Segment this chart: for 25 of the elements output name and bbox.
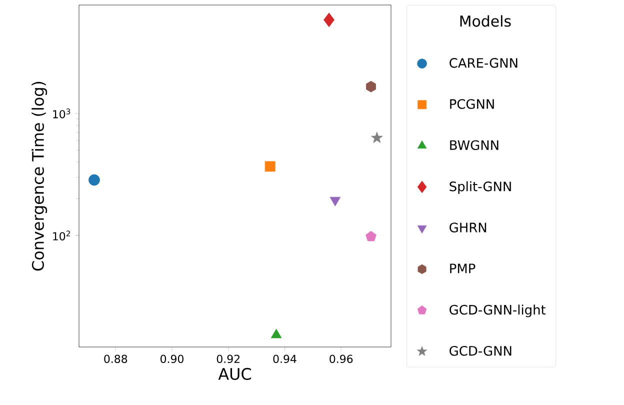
y-tick-label: 10$^{3}$ xyxy=(53,108,70,118)
point xyxy=(264,161,276,172)
legend-label: GCD-GNN xyxy=(450,346,512,356)
legend-label: BWGNN xyxy=(450,140,498,150)
legend-label: GHRN xyxy=(450,222,486,232)
legend-label: PMP xyxy=(450,264,476,274)
point xyxy=(324,12,334,28)
legend-label: CARE-GNN xyxy=(450,58,518,68)
point xyxy=(371,132,383,143)
legend-label: GCD-GNN-light xyxy=(450,304,546,318)
x-axis-title: AUC xyxy=(218,368,251,380)
point xyxy=(88,174,100,186)
legend-title: Models xyxy=(460,15,511,27)
x-tick-label: 0.94 xyxy=(273,354,296,364)
y-tick-label: 10$^{2}$ xyxy=(53,230,70,240)
y-axis-title: Convergence Time (log) xyxy=(32,82,48,271)
legend-label: Split-GNN xyxy=(450,181,511,194)
legend-label: PCGNN xyxy=(450,99,494,109)
point xyxy=(366,230,376,242)
x-tick-label: 0.90 xyxy=(160,354,184,364)
point xyxy=(366,80,376,92)
x-tick-label: 0.92 xyxy=(216,354,240,364)
x-tick-label: 0.88 xyxy=(104,354,128,364)
x-tick-label: 0.96 xyxy=(330,354,353,364)
point xyxy=(270,328,282,338)
